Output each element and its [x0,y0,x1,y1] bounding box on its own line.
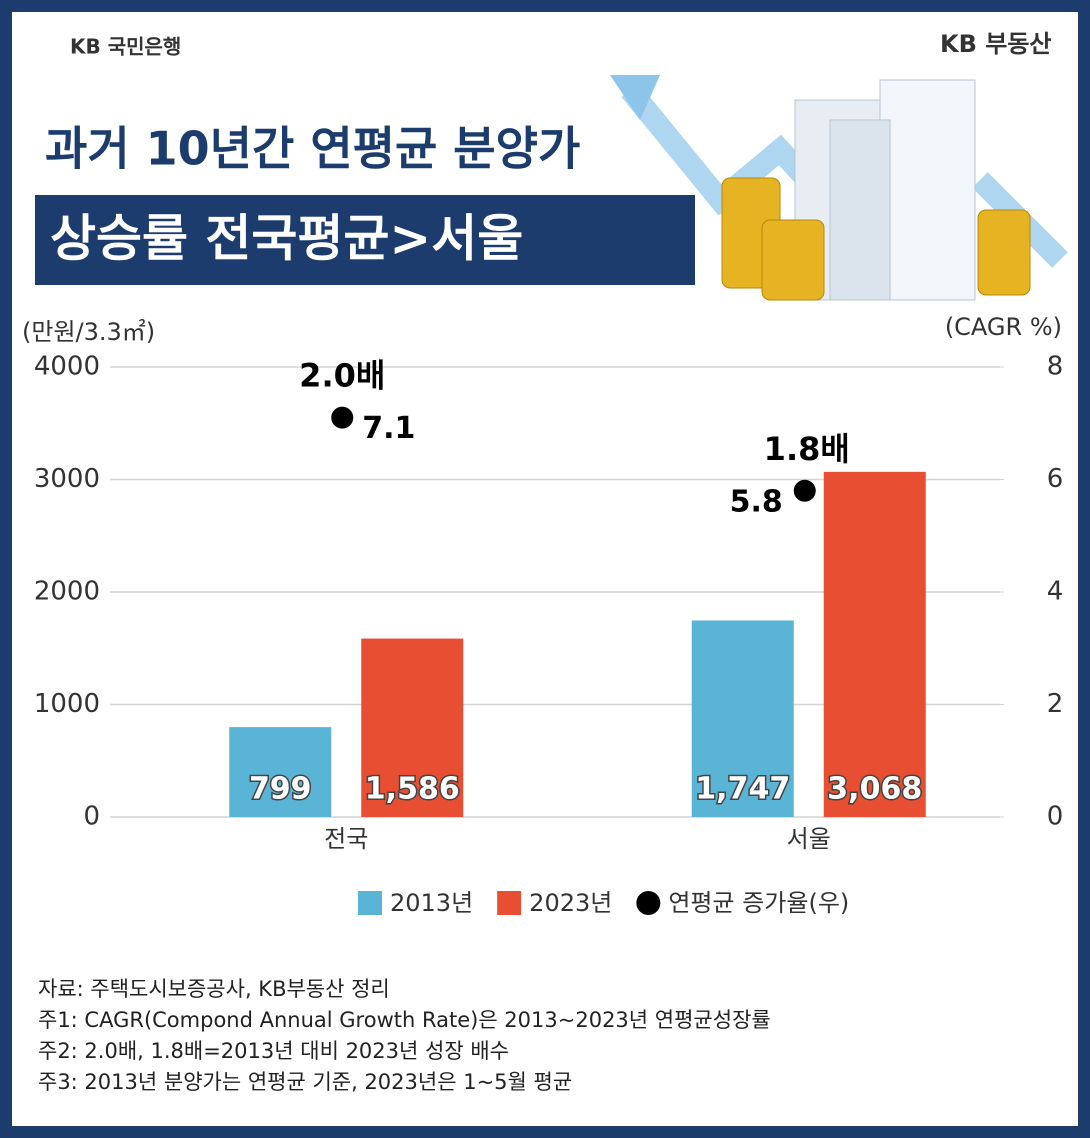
y-tick-label: 3000 [34,464,100,494]
x-tick-label: 전국 [324,825,368,853]
cagr-label: 5.8 [730,484,783,519]
value-label: 1,586 [365,772,460,807]
bar [823,471,926,817]
note: 주2: 2.0배, 1.8배=2013년 대비 2023년 성장 배수 [38,1039,509,1063]
legend-label: 연평균 증가율(우) [668,889,849,917]
cagr-dot [331,406,354,429]
y2-tick-label: 8 [1047,352,1064,382]
cagr-dot [793,479,816,502]
value-label: 3,068 [827,772,922,807]
legend-marker [497,891,522,915]
legend-label: 2023년 [529,889,612,917]
y2-tick-label: 6 [1047,464,1064,494]
y-tick-label: 0 [83,802,100,832]
legend-marker [636,891,661,915]
title: 상승률 전국평균>서울 [50,210,523,268]
decoration [610,75,1068,301]
y-tick-label: 2000 [34,577,100,607]
value-label: 1,747 [695,772,790,807]
bar [691,620,794,817]
y2-tick-label: 2 [1047,689,1064,719]
multiplier-label: 1.8배 [764,430,850,468]
legend-marker [358,891,382,915]
note: 주1: CAGR(Compond Annual Growth Rate)은 20… [38,1008,771,1032]
y-tick-label: 4000 [34,352,100,382]
note: 자료: 주택도시보증공사, KB부동산 정리 [38,977,390,1001]
y-tick-label: 1000 [34,689,100,719]
title: 과거 10년간 연평균 분양가 [45,122,580,176]
x-tick-label: 서울 [787,825,831,853]
y-axis-label: (만원/3.3㎡) [22,318,155,346]
cagr-label: 7.1 [362,411,415,446]
y2-axis-label: (CAGR %) [945,313,1062,341]
kb-logo: KB 부동산 [940,30,1052,58]
note: 주3: 2013년 분양가는 연평균 기준, 2023년은 1~5월 평균 [38,1070,572,1094]
bar [229,727,332,817]
bar [361,638,464,817]
bank-logo: KB 국민은행 [70,35,181,59]
multiplier-label: 2.0배 [299,357,385,395]
value-label: 799 [249,772,312,807]
legend-label: 2013년 [390,889,473,917]
y2-tick-label: 4 [1047,577,1064,607]
y2-tick-label: 0 [1047,802,1064,832]
title-box [35,195,695,285]
